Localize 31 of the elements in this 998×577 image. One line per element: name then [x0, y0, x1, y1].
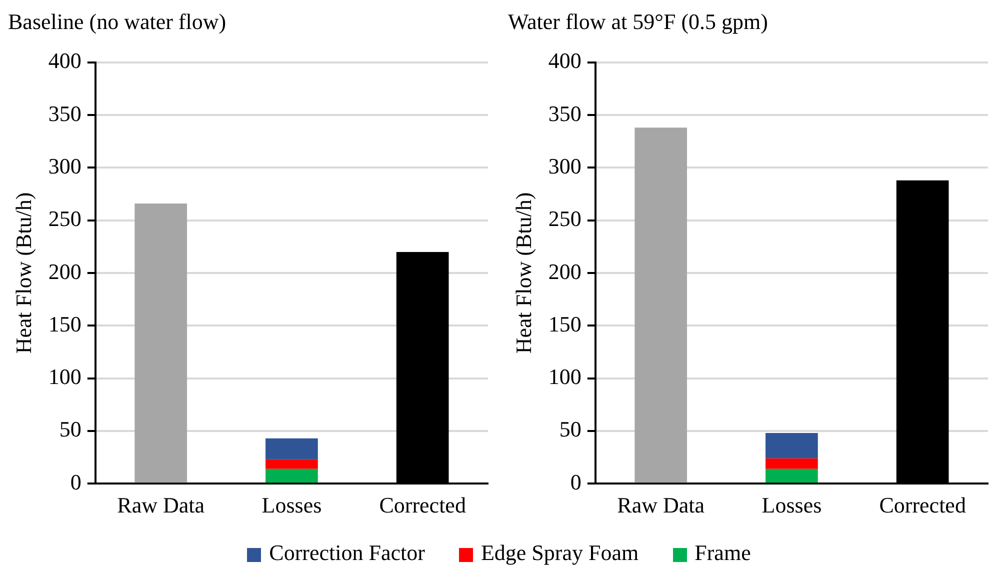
y-tick-label: 400	[548, 48, 582, 74]
y-tick-label: 50	[559, 416, 582, 442]
chart-title: Baseline (no water flow)	[8, 8, 226, 34]
y-tick-label: 250	[548, 206, 582, 232]
y-tick-label: 400	[48, 48, 82, 74]
y-tick-label: 350	[48, 100, 82, 126]
y-tick-label: 150	[548, 311, 582, 336]
y-tick-label: 0	[70, 469, 82, 494]
y-tick-label: 150	[48, 311, 82, 336]
y-tick-label: 0	[570, 469, 582, 494]
legend-label: Edge Spray Foam	[480, 540, 639, 566]
y-axis-title: Heat Flow (Btu/h)	[510, 192, 536, 354]
y-tick-label: 100	[548, 364, 582, 390]
y-axis-title: Heat Flow (Btu/h)	[10, 192, 36, 354]
x-tick-label: Losses	[762, 492, 822, 518]
legend-label: Frame	[694, 540, 751, 566]
legend-label: Correction Factor	[268, 540, 425, 566]
y-tick-label: 300	[548, 153, 582, 178]
chart-title: Water flow at 59°F (0.5 gpm)	[508, 8, 768, 34]
y-tick-label: 200	[48, 258, 82, 284]
y-tick-label: 50	[59, 416, 82, 442]
y-tick-label: 350	[548, 100, 582, 126]
y-tick-label: 200	[548, 258, 582, 284]
x-tick-label: Corrected	[379, 492, 466, 518]
x-tick-label: Raw Data	[117, 492, 205, 518]
x-tick-label: Raw Data	[617, 492, 705, 518]
y-tick-label: 250	[48, 206, 82, 232]
y-tick-label: 300	[48, 153, 82, 178]
x-tick-label: Losses	[262, 492, 322, 518]
x-tick-label: Corrected	[879, 492, 966, 518]
y-tick-label: 100	[48, 364, 82, 390]
